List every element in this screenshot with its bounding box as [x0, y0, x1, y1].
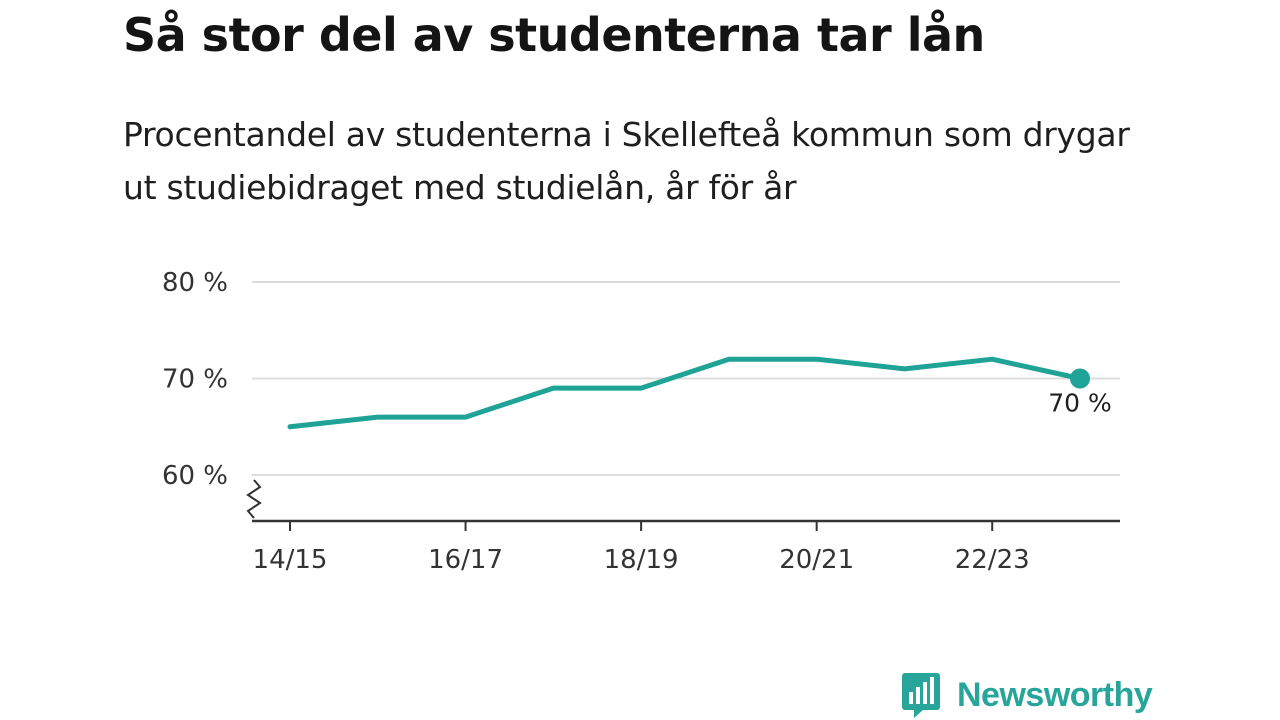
y-axis-break-icon	[246, 479, 262, 519]
newsworthy-logo-icon	[902, 673, 940, 718]
chart-title: Så stor del av studenterna tar lån	[123, 8, 985, 62]
y-tick-label: 70 %	[162, 365, 228, 395]
chart-subtitle: Procentandel av studenterna i Skellefteå…	[123, 115, 1130, 207]
x-tick-label: 18/19	[604, 545, 679, 575]
y-tick-label: 60 %	[162, 461, 228, 491]
y-tick-label: 80 %	[162, 268, 228, 298]
brand-name: Newsworthy	[957, 676, 1153, 714]
line-chart: 60 % 70 % 80 % 14/15 16/17 18/19 20/21 22/23 70 …	[162, 268, 1120, 575]
newsworthy-logo: Newsworthy	[901, 670, 1153, 720]
series-line-0	[287, 356, 1083, 430]
x-tick-label: 20/21	[779, 545, 854, 575]
x-tick-label: 22/23	[955, 545, 1030, 575]
x-tick-label: 16/17	[428, 545, 503, 575]
last-value-label: 70 %	[1048, 389, 1112, 418]
last-point-marker	[1070, 368, 1090, 389]
x-tick-label: 14/15	[253, 545, 328, 575]
